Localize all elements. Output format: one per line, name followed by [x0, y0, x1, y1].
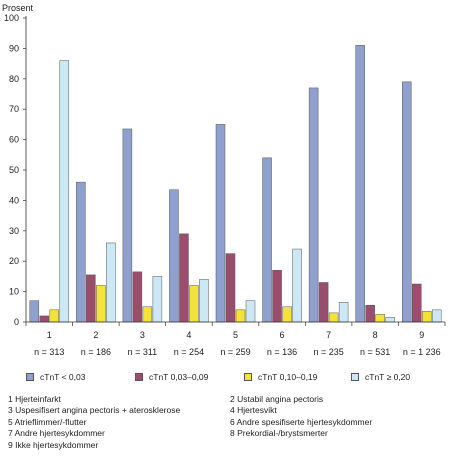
x-category-label: 9	[419, 330, 424, 340]
legend-label: cTnT 0,10–0,19	[258, 372, 318, 382]
y-axis-label: Prosent	[2, 3, 34, 13]
bar	[375, 314, 385, 323]
bar	[142, 306, 153, 323]
bar	[106, 242, 116, 323]
bar	[308, 87, 319, 323]
category-note: 8 Prekordial-/brystsmerter	[230, 428, 328, 439]
x-n-label: n = 254	[174, 347, 204, 357]
y-tick-label: 50	[9, 165, 19, 175]
x-category-label: 7	[326, 330, 331, 340]
category-note: 5 Atrieflimmer/-flutter	[8, 416, 87, 427]
bar	[132, 271, 143, 323]
bar	[318, 282, 329, 323]
x-n-label: n = 1 236	[403, 347, 441, 357]
axes	[25, 16, 446, 326]
y-tick-label: 60	[9, 135, 19, 145]
y-tick-label: 10	[9, 287, 19, 297]
y-tick-label: 80	[9, 74, 19, 84]
x-category-label: 3	[140, 330, 145, 340]
bar	[272, 270, 282, 323]
bar	[39, 315, 50, 323]
bar	[86, 274, 96, 323]
x-n-label: n = 186	[81, 347, 111, 357]
y-tick-label: 90	[9, 43, 19, 53]
x-n-label: n = 259	[220, 347, 250, 357]
x-n-label: n = 531	[360, 347, 390, 357]
bar-chart: Prosent 0 10 20 30 40 50 60 70 80 90 100 1 n = 313 2…	[2, 3, 446, 357]
bar	[431, 309, 442, 323]
bar	[328, 312, 339, 323]
bar	[292, 248, 302, 323]
category-note: 1 Hjerteinfarkt	[8, 394, 61, 404]
legend-item: cTnT < 0,03	[26, 372, 85, 382]
y-tick-label: 0	[14, 317, 19, 327]
legend-label: cTnT ≥ 0,20	[365, 372, 411, 382]
y-tick-label: 20	[9, 256, 19, 266]
bar	[76, 181, 86, 323]
bar	[122, 128, 133, 323]
bar	[401, 81, 412, 323]
y-axis-ticks: 0 10 20 30 40 50 60 70 80 90 100	[4, 13, 26, 327]
x-category-label: 4	[186, 330, 191, 340]
x-n-label: n = 235	[313, 347, 343, 357]
bar	[225, 253, 236, 323]
bar	[365, 305, 375, 323]
bar	[199, 279, 209, 323]
legend-swatch	[26, 373, 34, 381]
x-category-label: 2	[93, 330, 98, 340]
legend-item: cTnT 0,03–0,09	[135, 372, 208, 382]
x-n-label: n = 311	[128, 347, 158, 357]
bar	[338, 301, 349, 323]
x-category-label: 1	[47, 330, 52, 340]
legend-item: cTnT 0,10–0,19	[244, 372, 317, 382]
bar	[355, 45, 365, 323]
bar	[179, 233, 189, 323]
bar	[152, 276, 163, 323]
y-tick-label: 40	[9, 195, 19, 205]
x-category-label: 8	[373, 330, 378, 340]
bar	[96, 285, 106, 323]
bar	[215, 124, 226, 323]
bar	[49, 309, 60, 323]
y-tick-label: 30	[9, 226, 19, 236]
legend-item: cTnT ≥ 0,20	[351, 372, 410, 382]
bar	[262, 157, 272, 323]
bar	[59, 60, 70, 323]
category-note: 4 Hjertesvikt	[230, 405, 277, 416]
bars	[29, 45, 442, 323]
x-axis-labels: 1 n = 313 2 n = 186 3 n = 311 4 n = 254 5 n = 259…	[34, 330, 440, 357]
category-note: 2 Ustabil angina pectoris	[230, 394, 324, 404]
legend-label: cTnT 0,03–0,09	[149, 372, 209, 382]
bar	[385, 317, 395, 323]
bar	[189, 285, 199, 323]
category-note: 3 Uspesifisert angina pectoris + aterosk…	[8, 405, 181, 416]
bar	[282, 306, 292, 323]
legend: cTnT < 0,03 cTnT 0,03–0,09 cTnT 0,10–0,19 c…	[8, 372, 448, 386]
y-tick-label: 100	[4, 13, 19, 23]
legend-label: cTnT < 0,03	[40, 372, 86, 382]
x-category-label: 6	[280, 330, 285, 340]
category-note: 7 Andre hjertesykdommer	[8, 428, 105, 439]
y-tick-label: 70	[9, 104, 19, 114]
x-n-label: n = 313	[34, 347, 64, 357]
legend-swatch	[135, 373, 143, 381]
bar	[411, 283, 422, 323]
bar	[29, 300, 40, 323]
legend-swatch	[244, 373, 252, 381]
x-n-label: n = 136	[267, 347, 297, 357]
category-note: 9 Ikke hjertesykdommer	[8, 439, 99, 450]
bar	[421, 311, 432, 323]
category-notes: 1 Hjerteinfarkt 2 Ustabil angina pectoris…	[0, 394, 450, 459]
legend-swatch	[351, 373, 359, 381]
bar	[245, 300, 256, 323]
bar	[169, 189, 179, 323]
category-note: 6 Andre spesifiserte hjertesykdommer	[230, 416, 373, 427]
x-category-label: 5	[233, 330, 238, 340]
bar	[235, 309, 246, 323]
